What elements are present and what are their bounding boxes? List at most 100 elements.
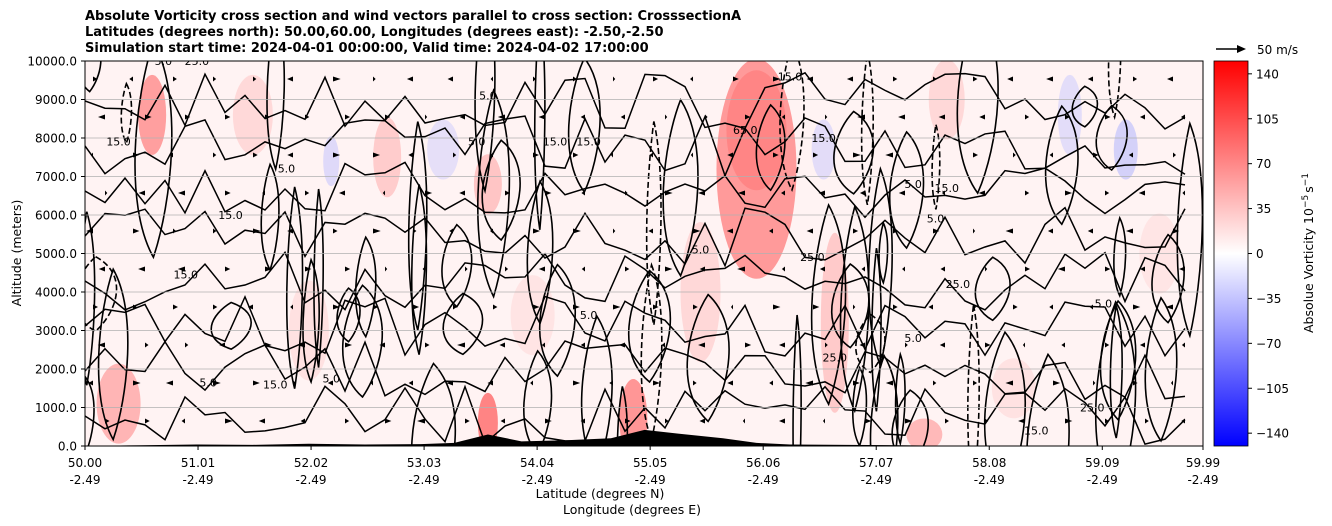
wind-vector [213,152,217,158]
wind-vector [1165,304,1173,310]
contour-line [341,284,384,399]
wind-vector [737,266,745,272]
wind-vector [613,76,616,82]
contour-line [285,186,304,389]
colorbar-tick-label: 0 [1256,247,1264,261]
wind-vector [219,342,225,348]
contour-label: 15.0 [263,378,288,391]
wind-vector [822,418,825,424]
wind-vector [453,152,457,158]
wind-vector [818,190,825,196]
wind-vector [1181,418,1185,424]
wind-vector [305,266,312,272]
wind-vector [745,342,752,348]
contour-line [967,304,980,446]
wind-vector [819,266,825,272]
wind-vector [1065,190,1073,196]
y-tick-label: 3000.0 [35,324,77,338]
vorticity-blob [477,392,498,446]
wind-vector [1049,304,1053,310]
wind-vector [247,304,253,310]
contour-line [755,103,786,192]
x-tick-label-lon: -2.49 [974,473,1005,487]
y-tick-label: 4000.0 [35,286,77,300]
contour-line [538,263,577,378]
wind-vector [538,114,545,120]
grid-lines [85,99,1203,408]
wind-vector [533,304,540,310]
wind-vector [327,380,333,386]
wind-vector [1025,266,1031,272]
contour-line [85,255,118,333]
wind-vector [653,304,659,310]
wind-vector [690,76,693,82]
vorticity-blob [811,119,836,180]
contour-line [860,61,874,206]
wind-vector [339,190,345,196]
contour-line [336,287,361,343]
contour-line [662,98,699,278]
wind-vector [413,304,420,310]
wind-vector [1105,190,1110,196]
wind-vector [305,114,310,120]
y-tick-label: 8000.0 [35,132,77,146]
wind-vector [580,114,585,120]
wind-vector [181,418,185,424]
contour-label: 5.0 [322,372,340,385]
contour-line [1151,233,1185,324]
wind-vector [1013,304,1018,310]
contour-line [931,124,941,210]
wind-vector [648,228,653,234]
wind-vector [88,380,93,386]
wind-vector [1025,114,1030,120]
wind-vector [928,304,933,310]
wind-vector [825,114,828,120]
colorbar-ticks: 140 105 70 35 0 −35 −70 −105 −140 [1248,67,1289,441]
wind-vector [287,228,293,234]
x-tick-label-lat: 59.99 [1186,456,1220,470]
wind-vector [806,76,813,82]
wind-vector [781,114,785,120]
wind-vector [781,190,785,196]
wind-vector [865,418,872,424]
wind-vector [500,418,505,424]
wind-vector [773,304,781,310]
x-tick-label-lat: 59.09 [1085,456,1119,470]
x-axis-label-longitude: Longitude (degrees E) [563,502,701,517]
contour-label: 25.0 [1080,401,1105,414]
wind-vector [769,380,773,386]
wind-vector [225,190,231,196]
wind-vector [345,342,353,348]
wind-vector [699,266,705,272]
wind-vector [533,228,541,234]
wind-vector [1105,342,1110,348]
contour-label: 25.0 [946,278,971,291]
contour-line [354,235,377,339]
contour-label: 25.0 [185,55,210,68]
contour-line [891,389,929,446]
x-tick-label-lon: -2.49 [409,473,440,487]
vorticity-blob [96,363,141,444]
wind-vector [580,418,585,424]
wind-vector [447,76,453,82]
contour-line [894,351,906,446]
wind-vector [698,190,705,196]
wind-vector [1138,190,1145,196]
x-tick-label-lon: -2.49 [748,473,779,487]
wind-vector [893,228,898,234]
contour-line [878,220,889,286]
contour-labels: 5.0 25.0 15.0 5.0 15.0 15.0 5.0 5.0 5.0 15.0 15.0 5… [106,55,1112,437]
x-tick-label-lon: -2.49 [1187,473,1218,487]
wind-vector [649,152,653,158]
wind-vector [727,152,733,158]
wind-vector [573,76,577,82]
wind-vector [1173,228,1180,234]
contour-label: 5.0 [904,332,922,345]
contour-label: 25.0 [800,251,825,264]
wind-vector [737,190,745,196]
wind-vector [446,380,453,386]
wind-vector [425,190,433,196]
wind-vector [1182,190,1185,196]
contour-line [411,362,457,446]
wind-vector [1046,76,1053,82]
